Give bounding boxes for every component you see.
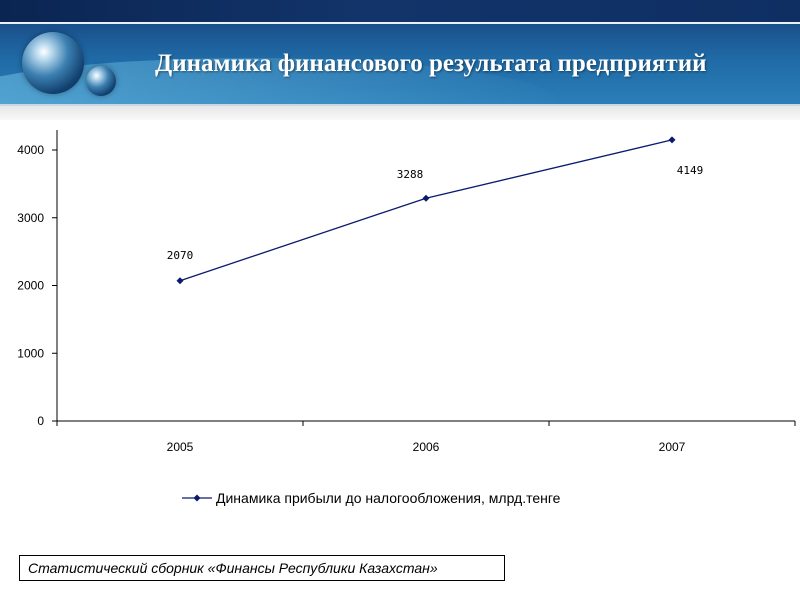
legend-label: Динамика прибыли до налогообложения, млр… bbox=[216, 490, 561, 506]
x-tick-label: 2006 bbox=[413, 440, 440, 454]
header-divider bbox=[0, 104, 800, 106]
data-point-marker bbox=[668, 136, 676, 144]
series-line bbox=[179, 139, 673, 282]
y-tick-label: 2000 bbox=[17, 279, 44, 293]
data-label: 2070 bbox=[167, 249, 194, 262]
legend-marker-swatch bbox=[193, 494, 201, 502]
line-chart: 0 1000 2000 3000 4000 2005 2006 2007 2070 3288 414… bbox=[17, 130, 796, 506]
data-point-marker bbox=[176, 277, 184, 285]
data-label: 3288 bbox=[397, 168, 424, 181]
small-sphere-icon bbox=[86, 66, 116, 96]
header-top-band bbox=[0, 0, 800, 24]
x-tick-label: 2007 bbox=[659, 440, 686, 454]
y-tick-label: 0 bbox=[37, 414, 44, 428]
data-point-marker bbox=[422, 194, 430, 202]
slide-title: Динамика финансового результата предприя… bbox=[155, 50, 707, 77]
data-label: 4149 bbox=[677, 164, 704, 177]
source-citation: Статистический сборник «Финансы Республи… bbox=[19, 555, 505, 581]
header-subband bbox=[0, 106, 800, 120]
slide-header: Динамика финансового результата предприя… bbox=[0, 0, 800, 106]
y-tick-label: 4000 bbox=[17, 143, 44, 157]
y-tick-label: 1000 bbox=[17, 346, 44, 360]
x-tick-label: 2005 bbox=[167, 440, 194, 454]
sphere-icon bbox=[22, 32, 84, 94]
y-tick-label: 3000 bbox=[17, 211, 44, 225]
